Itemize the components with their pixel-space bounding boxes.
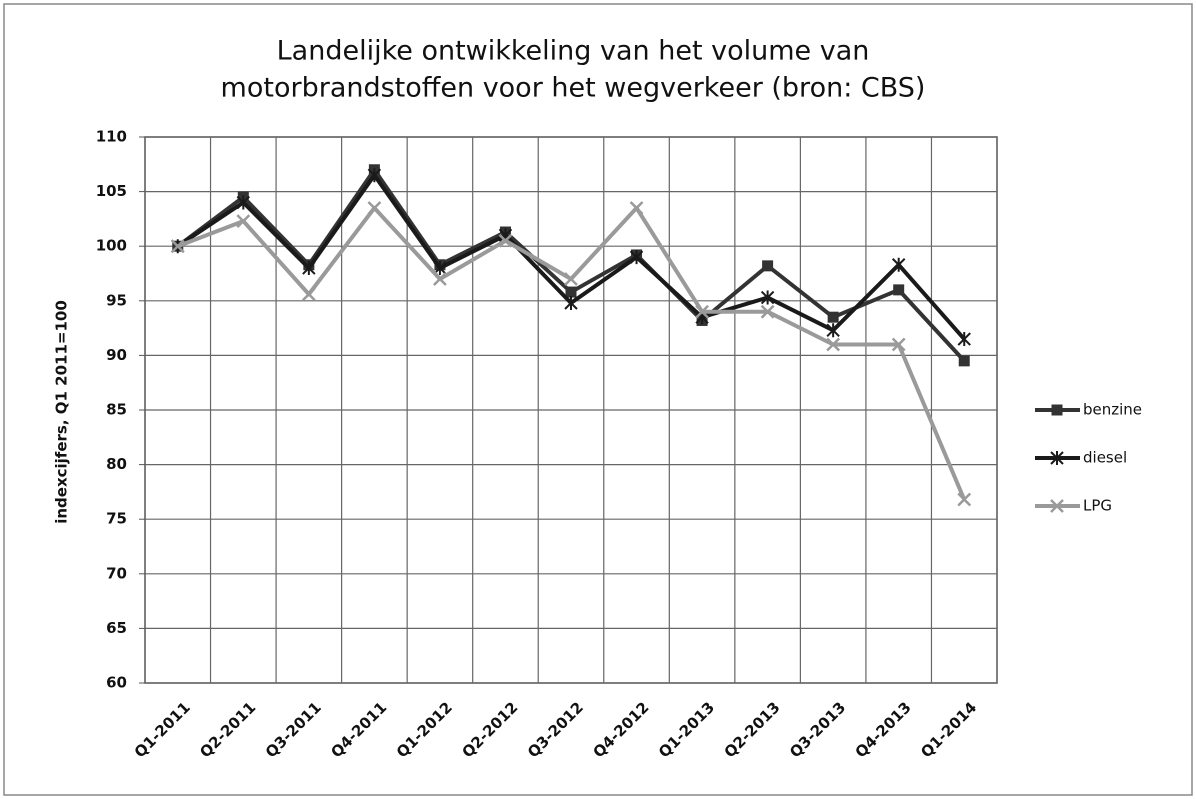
marker	[695, 304, 709, 319]
legend-label: LPG	[1083, 497, 1112, 515]
marker	[498, 233, 513, 248]
marker	[367, 168, 382, 183]
y-tick-label: 75	[106, 510, 127, 528]
marker	[564, 272, 578, 286]
chart-title: motorbrandstoffen voor het wegverkeer (b…	[221, 73, 926, 104]
marker	[1050, 499, 1064, 513]
y-tick-label: 90	[106, 346, 127, 364]
marker	[367, 201, 382, 215]
marker	[236, 214, 251, 228]
marker	[760, 304, 775, 319]
marker	[827, 311, 839, 323]
y-tick-label: 60	[106, 674, 127, 692]
marker	[1051, 404, 1063, 416]
marker	[301, 287, 316, 302]
marker	[957, 492, 972, 507]
marker	[1050, 451, 1064, 465]
legend-label: benzine	[1083, 401, 1142, 419]
marker	[891, 337, 906, 352]
y-tick-label: 95	[106, 291, 127, 309]
chart-title: Landelijke ontwikkeling van het volume v…	[277, 36, 870, 67]
marker	[565, 286, 577, 298]
y-tick-label: 110	[96, 128, 127, 146]
marker	[236, 195, 251, 210]
marker	[826, 337, 841, 352]
marker	[170, 239, 185, 254]
marker	[302, 261, 316, 276]
marker	[433, 272, 447, 286]
y-tick-label: 85	[106, 401, 127, 419]
y-tick-label: 65	[106, 619, 127, 637]
marker	[762, 260, 774, 272]
marker	[826, 323, 840, 338]
marker	[629, 201, 644, 215]
y-tick-label: 80	[106, 455, 127, 473]
marker	[958, 355, 970, 367]
marker	[629, 250, 644, 265]
y-tick-label: 100	[96, 237, 127, 255]
marker	[891, 257, 906, 272]
y-tick-label: 70	[106, 564, 127, 582]
y-axis-label: indexcijfers, Q1 2011=100	[53, 300, 71, 524]
marker	[760, 290, 775, 305]
marker	[957, 332, 971, 347]
marker	[893, 284, 905, 296]
y-tick-label: 105	[96, 182, 127, 200]
marker	[564, 295, 578, 310]
legend-label: diesel	[1083, 449, 1127, 467]
